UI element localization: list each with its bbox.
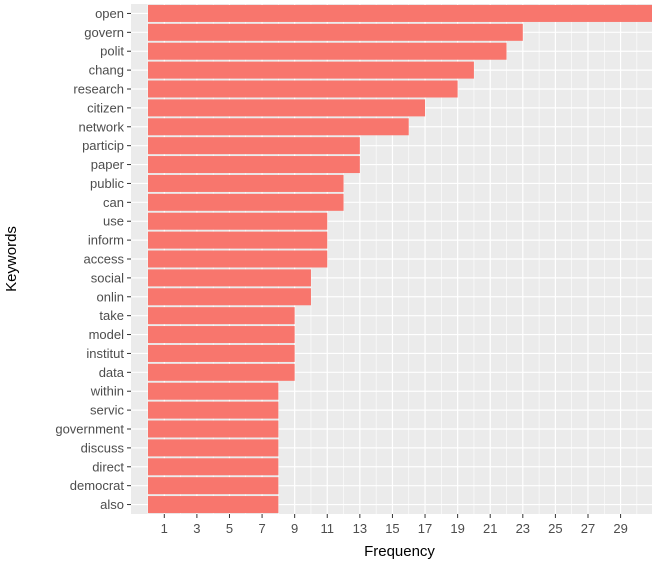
bar-democrat — [148, 477, 279, 495]
x-tick-label: 5 — [226, 521, 233, 536]
bar-particip — [148, 137, 360, 155]
bar-open — [148, 4, 652, 22]
y-tick-label: social — [91, 270, 124, 285]
bar-polit — [148, 42, 507, 60]
bar-paper — [148, 156, 360, 174]
bar-citizen — [148, 99, 426, 117]
bar-take — [148, 307, 295, 325]
y-tick-label: open — [95, 6, 124, 21]
bar-onlin — [148, 288, 311, 306]
y-tick-label: democrat — [70, 478, 125, 493]
bar-government — [148, 420, 279, 438]
x-tick-label: 19 — [450, 521, 464, 536]
y-tick-label: model — [89, 327, 125, 342]
bar-model — [148, 326, 295, 344]
y-tick-label: take — [99, 308, 124, 323]
bar-can — [148, 193, 344, 211]
x-tick-label: 29 — [613, 521, 627, 536]
y-axis-title: Keywords — [3, 226, 20, 292]
bar-public — [148, 174, 344, 192]
y-tick-label: direct — [92, 459, 124, 474]
bar-social — [148, 269, 311, 287]
x-tick-label: 17 — [418, 521, 432, 536]
y-tick-label: govern — [84, 25, 124, 40]
y-tick-label: use — [103, 214, 124, 229]
bar-chang — [148, 61, 474, 79]
x-tick-label: 25 — [548, 521, 562, 536]
x-tick-label: 21 — [483, 521, 497, 536]
y-tick-label: research — [73, 82, 124, 97]
x-axis-title: Frequency — [364, 543, 435, 560]
bar-use — [148, 212, 328, 230]
x-tick-label: 23 — [516, 521, 530, 536]
y-tick-label: discuss — [81, 440, 125, 455]
x-tick-label: 11 — [321, 521, 335, 536]
y-tick-label: within — [90, 384, 124, 399]
y-tick-label: inform — [88, 233, 124, 248]
y-tick-label: access — [84, 252, 125, 267]
y-tick-label: network — [78, 119, 124, 134]
x-tick-label: 9 — [291, 521, 298, 536]
y-tick-label: institut — [86, 346, 124, 361]
bar-direct — [148, 458, 279, 476]
y-tick-label: government — [55, 422, 124, 437]
bar-inform — [148, 231, 328, 249]
bar-servic — [148, 401, 279, 419]
bar-research — [148, 80, 458, 98]
x-tick-label: 3 — [193, 521, 200, 536]
y-axis-ticks: open govern polit chang research citizen netwo… — [55, 6, 131, 512]
y-tick-label: servic — [90, 403, 124, 418]
x-tick-label: 27 — [581, 521, 595, 536]
x-tick-label: 1 — [161, 521, 168, 536]
y-tick-label: citizen — [87, 100, 124, 115]
bar-institut — [148, 344, 295, 362]
bars — [148, 4, 652, 514]
bar-discuss — [148, 439, 279, 457]
y-tick-label: onlin — [97, 289, 124, 304]
bar-within — [148, 382, 279, 400]
bar-govern — [148, 23, 523, 41]
bar-data — [148, 363, 295, 381]
x-tick-label: 15 — [385, 521, 399, 536]
bar-network — [148, 118, 409, 136]
bar-also — [148, 496, 279, 514]
y-tick-label: public — [90, 176, 124, 191]
y-tick-label: polit — [100, 44, 124, 59]
y-tick-label: chang — [89, 63, 124, 78]
x-axis-ticks: 1 3 5 7 9 11 13 15 17 19 21 23 25 27 29 — [161, 514, 628, 536]
x-tick-label: 7 — [258, 521, 265, 536]
bar-access — [148, 250, 328, 268]
y-tick-label: also — [100, 497, 124, 512]
y-tick-label: paper — [91, 157, 125, 172]
y-tick-label: particip — [82, 138, 124, 153]
y-tick-label: data — [99, 365, 125, 380]
y-tick-label: can — [103, 195, 124, 210]
x-tick-label: 13 — [353, 521, 367, 536]
